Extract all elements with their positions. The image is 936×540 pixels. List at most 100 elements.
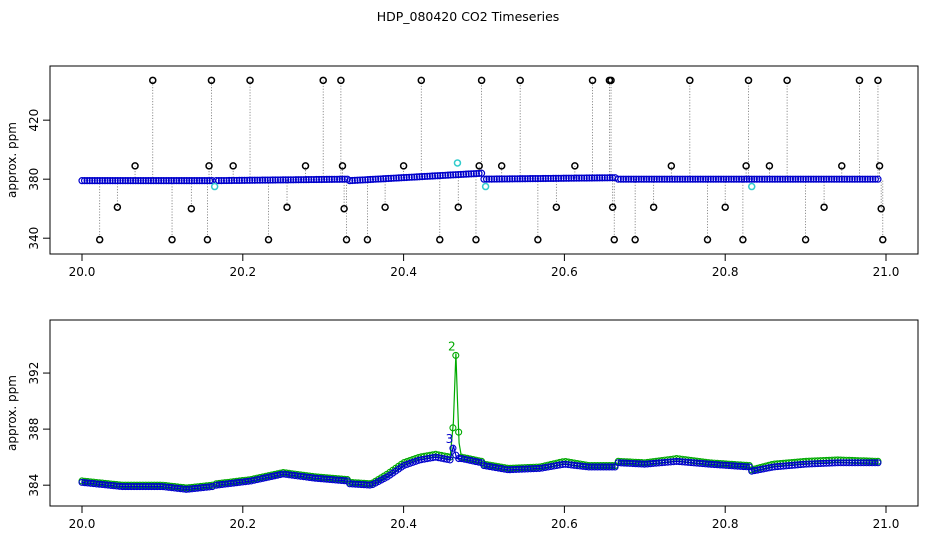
baseline-point xyxy=(264,176,272,184)
spike-point xyxy=(338,162,347,170)
spike-point xyxy=(337,76,345,85)
series-point xyxy=(871,459,879,467)
baseline-point xyxy=(300,176,308,184)
baseline-point xyxy=(178,177,186,185)
spike-point xyxy=(301,162,310,170)
spike-point xyxy=(607,76,615,85)
baseline-point xyxy=(858,175,867,183)
series-marker-label: 3 xyxy=(446,432,454,446)
baseline-point xyxy=(617,175,625,183)
baseline-point xyxy=(614,175,622,183)
secondary-point xyxy=(747,182,756,191)
spike-point xyxy=(742,162,750,170)
spike-point xyxy=(475,162,483,170)
spike-point xyxy=(203,235,212,244)
baseline-point xyxy=(318,175,326,184)
spike-point xyxy=(205,162,213,170)
baseline-point xyxy=(624,175,633,183)
baseline-point xyxy=(348,176,356,185)
baseline-point xyxy=(707,175,715,183)
baseline-point xyxy=(874,175,882,183)
baseline-point xyxy=(565,174,573,182)
baseline-point xyxy=(246,176,254,184)
baseline-point xyxy=(162,177,170,185)
baseline-point xyxy=(336,175,344,183)
baseline-point xyxy=(513,175,522,183)
baseline-point xyxy=(673,175,681,183)
baseline-point xyxy=(709,175,717,183)
baseline-point xyxy=(449,171,457,179)
baseline-point xyxy=(142,177,150,185)
baseline-point xyxy=(735,175,743,183)
spike-point xyxy=(131,162,139,170)
baseline-point xyxy=(864,175,872,183)
spike-point xyxy=(472,235,480,244)
baseline-point xyxy=(233,176,241,185)
baseline-point xyxy=(495,175,504,183)
baseline-point xyxy=(387,174,395,182)
baseline-point xyxy=(815,175,823,183)
baseline-point xyxy=(668,175,676,183)
spike-point xyxy=(703,235,712,244)
secondary-point xyxy=(481,182,490,191)
baseline-point xyxy=(359,176,367,184)
spike-point xyxy=(363,235,372,244)
baseline-point xyxy=(480,175,488,183)
spike-point xyxy=(588,76,597,85)
baseline-point xyxy=(361,176,369,184)
spike-point xyxy=(477,76,486,85)
baseline-point xyxy=(382,175,390,183)
series-point xyxy=(475,458,483,466)
baseline-point xyxy=(727,175,735,183)
series-point xyxy=(340,477,348,485)
baseline-point xyxy=(235,176,243,184)
baseline-point xyxy=(544,174,552,183)
spike-point xyxy=(95,235,104,244)
baseline-point xyxy=(598,174,606,182)
baseline-point xyxy=(379,175,387,183)
spike-point xyxy=(631,235,639,244)
baseline-point xyxy=(784,175,792,183)
baseline-point xyxy=(459,170,468,178)
baseline-point xyxy=(684,175,692,183)
baseline-point xyxy=(457,170,465,179)
baseline-point xyxy=(557,174,565,182)
series-marker-label: 2 xyxy=(448,339,456,353)
baseline-point xyxy=(185,177,193,185)
baseline-point xyxy=(134,177,142,185)
baseline-point xyxy=(139,177,147,185)
baseline-point xyxy=(704,175,712,183)
baseline-point xyxy=(126,177,135,185)
baseline-point xyxy=(217,176,226,185)
baseline-point xyxy=(640,175,648,183)
baseline-point xyxy=(292,176,300,184)
baseline-point xyxy=(243,176,251,184)
baseline-point xyxy=(78,177,86,185)
y-tick-label: 388 xyxy=(27,418,41,441)
spike-point xyxy=(879,235,887,244)
baseline-point xyxy=(279,176,287,184)
spike-point xyxy=(149,76,157,85)
baseline-point xyxy=(96,177,104,185)
baseline-point xyxy=(462,170,470,178)
y-tick-label: 420 xyxy=(27,109,41,132)
baseline-point xyxy=(356,176,364,184)
baseline-point xyxy=(554,174,563,182)
baseline-point xyxy=(423,172,431,180)
baseline-point xyxy=(444,171,452,179)
baseline-point xyxy=(637,175,645,183)
baseline-point xyxy=(804,175,813,183)
baseline-point xyxy=(436,171,444,180)
spike-point xyxy=(721,203,729,211)
baseline-point xyxy=(645,175,653,183)
baseline-point xyxy=(116,177,124,185)
baseline-point xyxy=(251,176,259,184)
baseline-point xyxy=(871,175,879,183)
baseline-point xyxy=(323,175,331,184)
baseline-point xyxy=(773,175,782,183)
baseline-point xyxy=(155,177,163,185)
baseline-point xyxy=(642,175,651,183)
baseline-point xyxy=(750,175,758,183)
baseline-point xyxy=(446,171,455,179)
